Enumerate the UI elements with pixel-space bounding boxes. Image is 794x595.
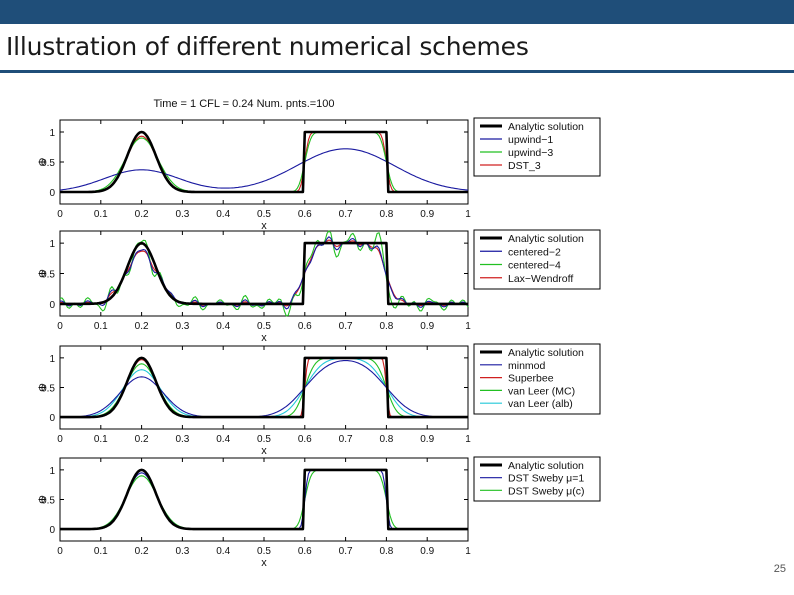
y-axis-label: Φ bbox=[37, 495, 49, 504]
x-tick-label: 0.8 bbox=[379, 209, 393, 220]
x-axis-label: x bbox=[261, 557, 267, 569]
y-tick-label: 0 bbox=[49, 300, 55, 311]
series-line-analytic-solution bbox=[60, 468, 468, 531]
legend-label: Analytic solution bbox=[508, 460, 584, 472]
x-tick-label: 0.5 bbox=[257, 546, 271, 557]
x-tick-label: 0.4 bbox=[216, 321, 230, 332]
x-tick-label: 0.6 bbox=[298, 209, 312, 220]
x-axis-label: x bbox=[261, 332, 267, 344]
legend-label: DST Sweby μ=1 bbox=[508, 473, 584, 485]
x-tick-label: 0.1 bbox=[94, 434, 108, 445]
x-tick-label: 0.1 bbox=[94, 209, 108, 220]
x-tick-label: 0.8 bbox=[379, 434, 393, 445]
legend-label: Analytic solution bbox=[508, 347, 584, 359]
y-axis-label: Φ bbox=[37, 383, 49, 392]
legend-box bbox=[473, 117, 601, 177]
legend-label: minmod bbox=[508, 360, 546, 372]
x-tick-label: 0.5 bbox=[257, 434, 271, 445]
y-tick-label: 0 bbox=[49, 188, 55, 199]
series-line-analytic-solution bbox=[60, 356, 468, 419]
legend-label: centered−2 bbox=[508, 246, 561, 258]
page-number: 25 bbox=[773, 563, 786, 575]
x-tick-label: 0.6 bbox=[298, 321, 312, 332]
y-tick-label: 1 bbox=[49, 466, 55, 477]
x-tick-label: 0 bbox=[57, 434, 63, 445]
x-tick-label: 0.2 bbox=[135, 434, 149, 445]
y-tick-label: 0.5 bbox=[41, 158, 55, 169]
slide-title: Illustration of different numerical sche… bbox=[6, 32, 529, 61]
legend-label: DST_3 bbox=[508, 160, 541, 172]
y-axis-label: Φ bbox=[37, 269, 49, 278]
series-line-analytic-solution bbox=[60, 130, 468, 194]
x-tick-label: 0.9 bbox=[420, 321, 434, 332]
title-rule bbox=[0, 70, 794, 73]
x-tick-label: 0 bbox=[57, 209, 63, 220]
x-tick-label: 0.2 bbox=[135, 546, 149, 557]
plot-area-2 bbox=[59, 230, 469, 317]
x-tick-label: 0.4 bbox=[216, 434, 230, 445]
legend-label: upwind−1 bbox=[508, 134, 553, 146]
x-tick-label: 0.7 bbox=[339, 321, 353, 332]
x-tick-label: 1 bbox=[465, 546, 471, 557]
legend-label: upwind−3 bbox=[508, 147, 553, 159]
plot-area-3 bbox=[59, 345, 469, 430]
x-tick-label: 0.8 bbox=[379, 546, 393, 557]
chart-title: Time = 1 CFL = 0.24 Num. pnts.=100 bbox=[153, 98, 334, 110]
legend-label: van Leer (MC) bbox=[508, 385, 575, 397]
x-tick-label: 0.5 bbox=[257, 209, 271, 220]
y-axis-label: Φ bbox=[37, 157, 49, 166]
x-tick-label: 1 bbox=[465, 434, 471, 445]
x-tick-label: 0.3 bbox=[175, 546, 189, 557]
header-bar bbox=[0, 0, 794, 24]
x-tick-label: 0 bbox=[57, 546, 63, 557]
y-tick-label: 0 bbox=[49, 413, 55, 424]
plot-area-1 bbox=[59, 119, 469, 205]
x-tick-label: 0.9 bbox=[420, 434, 434, 445]
legend-label: Analytic solution bbox=[508, 121, 584, 133]
x-axis-label: x bbox=[261, 220, 267, 232]
x-tick-label: 0.7 bbox=[339, 209, 353, 220]
legend-label: Analytic solution bbox=[508, 233, 584, 245]
series-line-minmod bbox=[60, 360, 468, 418]
x-tick-label: 0.7 bbox=[339, 546, 353, 557]
x-tick-label: 0.9 bbox=[420, 209, 434, 220]
y-tick-label: 0.5 bbox=[41, 496, 55, 507]
x-tick-label: 0.4 bbox=[216, 546, 230, 557]
x-tick-label: 0.3 bbox=[175, 209, 189, 220]
x-tick-label: 0.1 bbox=[94, 546, 108, 557]
y-tick-label: 1 bbox=[49, 128, 55, 139]
x-tick-label: 0 bbox=[57, 321, 63, 332]
x-tick-label: 0.3 bbox=[175, 434, 189, 445]
x-tick-label: 0.6 bbox=[298, 434, 312, 445]
x-tick-label: 0.6 bbox=[298, 546, 312, 557]
x-tick-label: 0.8 bbox=[379, 321, 393, 332]
x-tick-label: 0.1 bbox=[94, 321, 108, 332]
legend-label: Lax−Wendroff bbox=[508, 273, 573, 285]
x-tick-label: 0.2 bbox=[135, 321, 149, 332]
legend-box bbox=[473, 343, 601, 415]
y-tick-label: 0.5 bbox=[41, 270, 55, 281]
series-line-analytic-solution bbox=[60, 241, 468, 306]
x-axis-label: x bbox=[261, 445, 267, 457]
x-tick-label: 1 bbox=[465, 209, 471, 220]
legend-label: centered−4 bbox=[508, 260, 561, 272]
x-tick-label: 0.2 bbox=[135, 209, 149, 220]
x-tick-label: 0.7 bbox=[339, 434, 353, 445]
y-tick-label: 0.5 bbox=[41, 384, 55, 395]
legend-label: DST Sweby μ(c) bbox=[508, 485, 584, 497]
legend-box bbox=[473, 229, 601, 290]
series-line-upwind-1 bbox=[59, 148, 469, 191]
x-tick-label: 0.3 bbox=[175, 321, 189, 332]
legend-label: van Leer (alb) bbox=[508, 398, 573, 410]
x-tick-label: 0.4 bbox=[216, 209, 230, 220]
x-tick-label: 0.5 bbox=[257, 321, 271, 332]
x-tick-label: 0.9 bbox=[420, 546, 434, 557]
y-tick-label: 1 bbox=[49, 239, 55, 250]
figure: Time = 1 CFL = 0.24 Num. pnts.=100 0 0.1 0.… bbox=[37, 98, 601, 569]
series-line-centered-2 bbox=[59, 236, 469, 310]
y-tick-label: 0 bbox=[49, 525, 55, 536]
y-tick-label: 1 bbox=[49, 354, 55, 365]
legend-label: Superbee bbox=[508, 373, 554, 385]
x-tick-label: 1 bbox=[465, 321, 471, 332]
